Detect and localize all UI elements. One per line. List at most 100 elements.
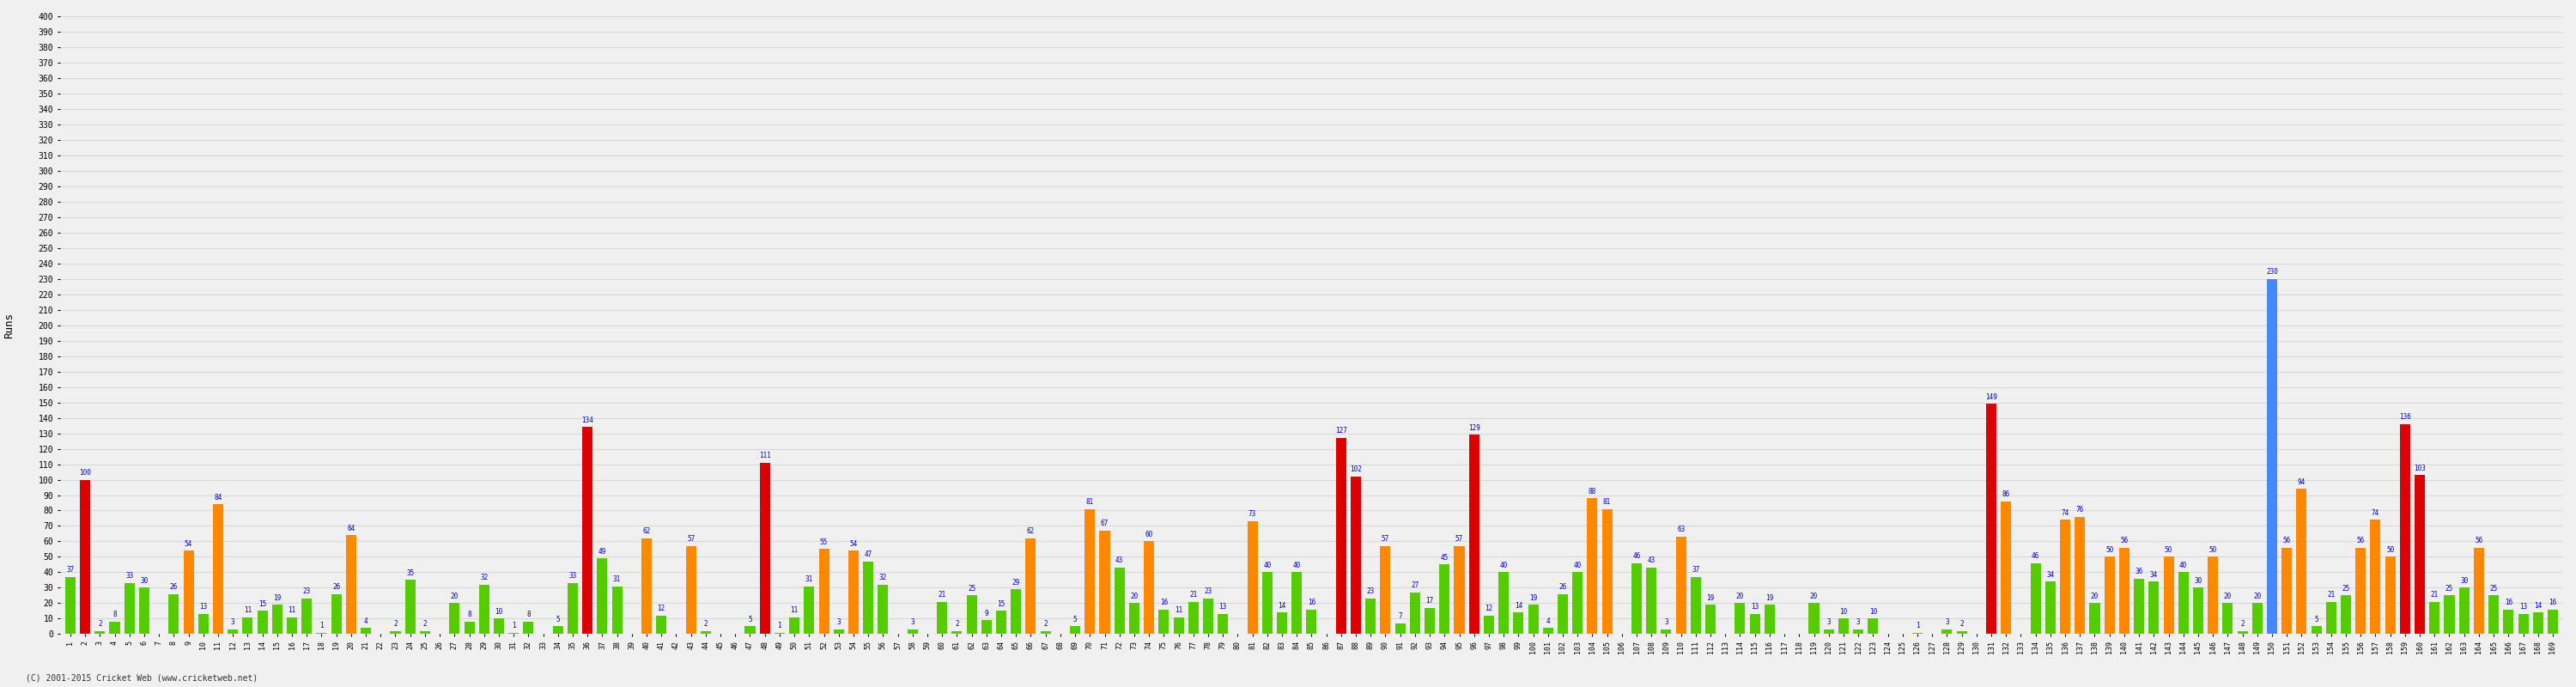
Bar bbox=[1868, 618, 1878, 634]
Text: 43: 43 bbox=[1649, 557, 1656, 565]
Text: 3: 3 bbox=[909, 618, 914, 627]
Bar bbox=[938, 602, 948, 634]
Bar bbox=[1543, 628, 1553, 634]
Bar bbox=[183, 551, 193, 634]
Text: 3: 3 bbox=[232, 618, 234, 627]
Text: 4: 4 bbox=[1546, 617, 1551, 624]
Text: 21: 21 bbox=[938, 591, 945, 598]
Bar bbox=[582, 427, 592, 634]
Bar bbox=[1440, 565, 1450, 634]
Bar bbox=[1528, 605, 1538, 634]
Text: 11: 11 bbox=[791, 606, 799, 614]
Bar bbox=[1646, 567, 1656, 634]
Text: 62: 62 bbox=[1028, 528, 1036, 535]
Bar bbox=[2488, 596, 2499, 634]
Text: 13: 13 bbox=[1218, 603, 1226, 611]
Bar bbox=[2532, 612, 2543, 634]
Text: 14: 14 bbox=[1515, 602, 1522, 609]
Text: 127: 127 bbox=[1334, 427, 1347, 435]
Text: 134: 134 bbox=[582, 416, 592, 424]
Bar bbox=[2295, 489, 2306, 634]
Text: 33: 33 bbox=[126, 572, 134, 580]
Bar bbox=[448, 603, 459, 634]
Text: 20: 20 bbox=[2092, 592, 2099, 600]
Text: 54: 54 bbox=[850, 540, 858, 548]
Text: 26: 26 bbox=[170, 583, 178, 591]
Text: 23: 23 bbox=[1368, 588, 1376, 596]
Text: 40: 40 bbox=[2179, 561, 2187, 570]
Bar bbox=[1291, 572, 1301, 634]
Bar bbox=[848, 551, 858, 634]
Text: 3: 3 bbox=[1945, 618, 1950, 627]
Text: 25: 25 bbox=[2342, 585, 2349, 592]
Text: 81: 81 bbox=[1087, 498, 1095, 506]
Bar bbox=[1942, 629, 1953, 634]
Text: 19: 19 bbox=[1765, 594, 1775, 602]
Bar bbox=[1734, 603, 1744, 634]
Bar bbox=[1175, 617, 1185, 634]
Text: 29: 29 bbox=[1012, 578, 1020, 586]
Text: 4: 4 bbox=[363, 617, 368, 624]
Text: 5: 5 bbox=[2313, 616, 2318, 623]
Bar bbox=[1365, 598, 1376, 634]
Bar bbox=[966, 596, 976, 634]
Text: 64: 64 bbox=[348, 524, 355, 532]
Bar bbox=[1337, 438, 1347, 634]
Bar bbox=[1677, 537, 1687, 634]
Bar bbox=[2370, 520, 2380, 634]
Text: 94: 94 bbox=[2298, 478, 2306, 486]
Text: 17: 17 bbox=[1425, 597, 1435, 605]
Text: 1: 1 bbox=[513, 622, 515, 629]
Y-axis label: Runs: Runs bbox=[3, 313, 15, 338]
Bar bbox=[2504, 609, 2514, 634]
Bar bbox=[835, 629, 845, 634]
Bar bbox=[2148, 582, 2159, 634]
Text: 34: 34 bbox=[2151, 571, 2159, 578]
Text: 16: 16 bbox=[1309, 598, 1316, 606]
Text: 26: 26 bbox=[332, 583, 340, 591]
Text: 3: 3 bbox=[1826, 618, 1832, 627]
Bar bbox=[1705, 605, 1716, 634]
Text: 27: 27 bbox=[1412, 582, 1419, 589]
Bar bbox=[345, 535, 355, 634]
Bar bbox=[1690, 577, 1700, 634]
Text: 30: 30 bbox=[139, 577, 149, 585]
Bar bbox=[760, 462, 770, 634]
Bar bbox=[495, 618, 505, 634]
Bar bbox=[1203, 598, 1213, 634]
Text: 40: 40 bbox=[1262, 561, 1270, 570]
Text: 67: 67 bbox=[1100, 520, 1108, 528]
Bar bbox=[2223, 603, 2233, 634]
Bar bbox=[2074, 517, 2084, 634]
Text: 2: 2 bbox=[422, 620, 428, 628]
Bar bbox=[951, 631, 961, 634]
Text: 15: 15 bbox=[997, 600, 1005, 608]
Text: 81: 81 bbox=[1602, 498, 1610, 506]
Text: 40: 40 bbox=[1574, 561, 1582, 570]
Text: 129: 129 bbox=[1468, 424, 1481, 431]
Bar bbox=[2002, 502, 2012, 634]
Text: 46: 46 bbox=[2032, 552, 2040, 560]
Text: 60: 60 bbox=[1146, 530, 1154, 539]
Bar bbox=[1144, 541, 1154, 634]
Bar bbox=[1084, 509, 1095, 634]
Text: 88: 88 bbox=[1589, 487, 1597, 495]
Text: 74: 74 bbox=[2372, 509, 2380, 517]
Text: 1: 1 bbox=[1917, 622, 1919, 629]
Text: 5: 5 bbox=[747, 616, 752, 623]
Bar bbox=[1409, 592, 1419, 634]
Bar bbox=[1587, 498, 1597, 634]
Bar bbox=[1025, 539, 1036, 634]
Text: 2: 2 bbox=[956, 620, 958, 628]
Text: 20: 20 bbox=[1811, 592, 1819, 600]
Text: 5: 5 bbox=[1074, 616, 1077, 623]
Text: 23: 23 bbox=[304, 588, 312, 596]
Text: 2: 2 bbox=[1043, 620, 1048, 628]
Text: 30: 30 bbox=[2195, 577, 2202, 585]
Bar bbox=[2061, 520, 2071, 634]
Bar bbox=[775, 633, 786, 634]
Text: 20: 20 bbox=[1736, 592, 1744, 600]
Bar bbox=[2519, 614, 2530, 634]
Bar bbox=[124, 583, 134, 634]
Text: 35: 35 bbox=[407, 570, 415, 577]
